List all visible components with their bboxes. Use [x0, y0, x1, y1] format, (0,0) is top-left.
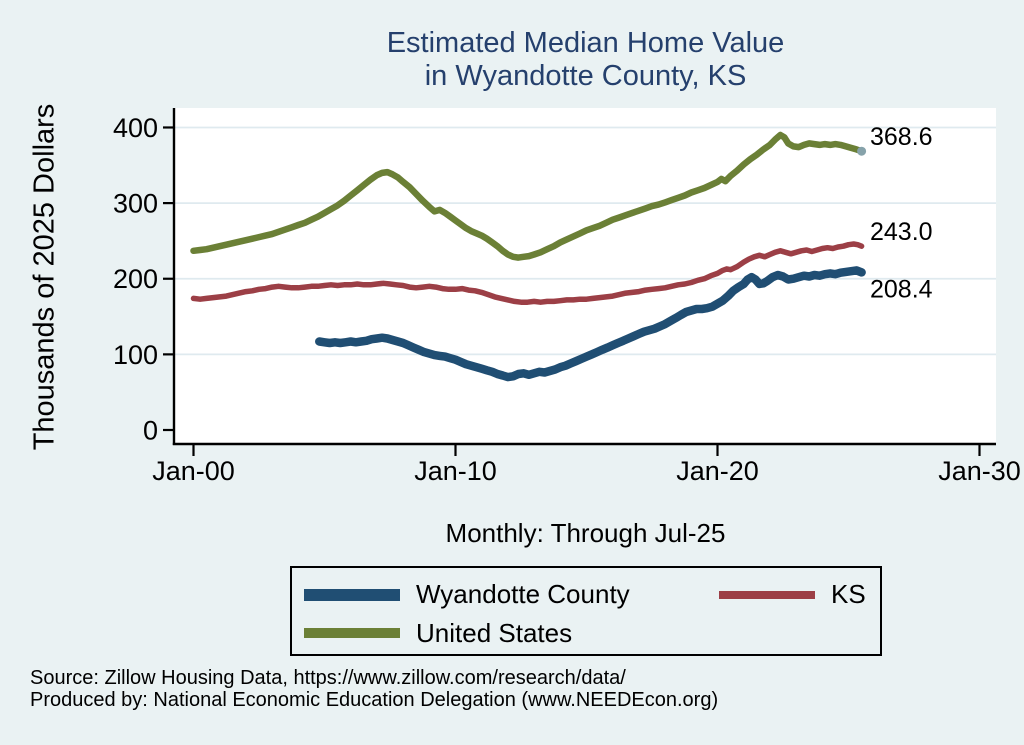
series-line-wyandotte-county: [315, 266, 866, 382]
x-tick-label-Jan-10: Jan-10: [414, 456, 497, 486]
series-line-united-states: [190, 131, 865, 261]
x-axis-subtitle: Monthly: Through Jul-25: [445, 518, 726, 548]
y-tick-label-0: 0: [143, 416, 158, 446]
legend: Wyandotte County KS United States: [290, 566, 882, 656]
plot-background: [174, 108, 996, 444]
legend-swatch-wyandotte-county: [304, 589, 400, 601]
series-line-ks: [190, 241, 865, 305]
x-tick-label-Jan-30: Jan-30: [938, 456, 1021, 486]
legend-label-united-states: United States: [416, 618, 573, 648]
end-label-united-states: 368.6: [870, 123, 933, 151]
y-tick-label-200: 200: [113, 264, 158, 294]
y-tick-label-100: 100: [113, 340, 158, 370]
chart-title-line2: in Wyandotte County, KS: [424, 60, 747, 92]
y-tick-label-400: 400: [113, 113, 158, 143]
chart-title-line1: Estimated Median Home Value: [386, 27, 785, 59]
y-tick-label-300: 300: [113, 189, 158, 219]
legend-label-ks: KS: [831, 579, 866, 609]
source-line2: Produced by: National Economic Education…: [30, 689, 719, 711]
end-label-wyandotte-county: 208.4: [870, 275, 933, 303]
source-note: Source: Zillow Housing Data, https://www…: [30, 667, 718, 711]
legend-swatch-united-states: [304, 628, 400, 638]
chart-title: Estimated Median Home Value in Wyandotte…: [175, 27, 996, 93]
end-label-ks: 243.0: [870, 218, 933, 246]
legend-swatch-ks: [719, 591, 815, 599]
x-tick-label-Jan-20: Jan-20: [676, 456, 759, 486]
x-tick-label-Jan-00: Jan-00: [152, 456, 235, 486]
source-line1: Source: Zillow Housing Data, https://www…: [30, 667, 626, 689]
series-end-marker: [857, 146, 867, 156]
legend-label-wyandotte-county: Wyandotte County: [416, 579, 630, 609]
